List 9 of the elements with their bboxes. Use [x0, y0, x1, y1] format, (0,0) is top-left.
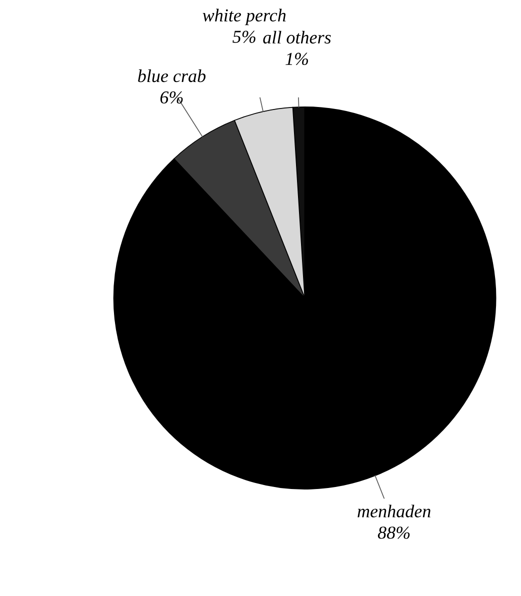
data-label: 88% [378, 526, 410, 539]
slice-label: menhaden [358, 504, 430, 518]
data-label: 5% [232, 30, 256, 43]
pie-slice [113, 106, 496, 490]
slice-label: blue crab [138, 69, 206, 82]
data-label: 1% [286, 52, 308, 66]
slice-label: all others [263, 30, 331, 44]
slice-label: white perch [202, 8, 286, 26]
data-label: 6% [160, 91, 183, 104]
